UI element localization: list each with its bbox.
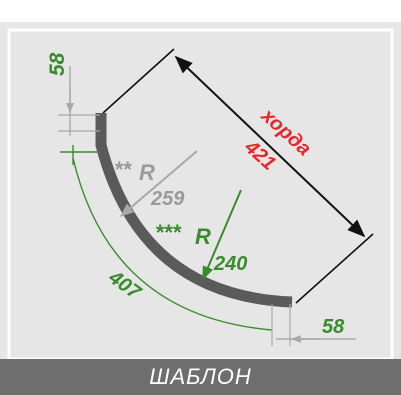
bottom-offset-label: 58: [322, 316, 345, 338]
radius-259-value: 259: [150, 188, 185, 210]
arc-template: [95, 113, 293, 308]
radius-240-leader: [202, 189, 242, 281]
chord-dimension-line: [174, 55, 366, 238]
chord-extension-top: [102, 48, 175, 114]
top-offset-label: 58: [46, 52, 69, 76]
radius-240-symbol: R: [195, 224, 211, 249]
arc-length-dimension-curve: [72, 157, 273, 331]
radius-240-value: 240: [213, 253, 247, 275]
chord-extension-bottom: [295, 233, 374, 304]
footer-label: ШАБЛОН: [149, 364, 252, 389]
radius-259-prefix: **: [114, 157, 133, 182]
footer-bar: ШАБЛОН: [0, 359, 401, 395]
radius-240-prefix: ***: [155, 220, 182, 245]
radius-259-symbol: R: [139, 160, 155, 185]
radius-259-leader: [119, 150, 198, 217]
